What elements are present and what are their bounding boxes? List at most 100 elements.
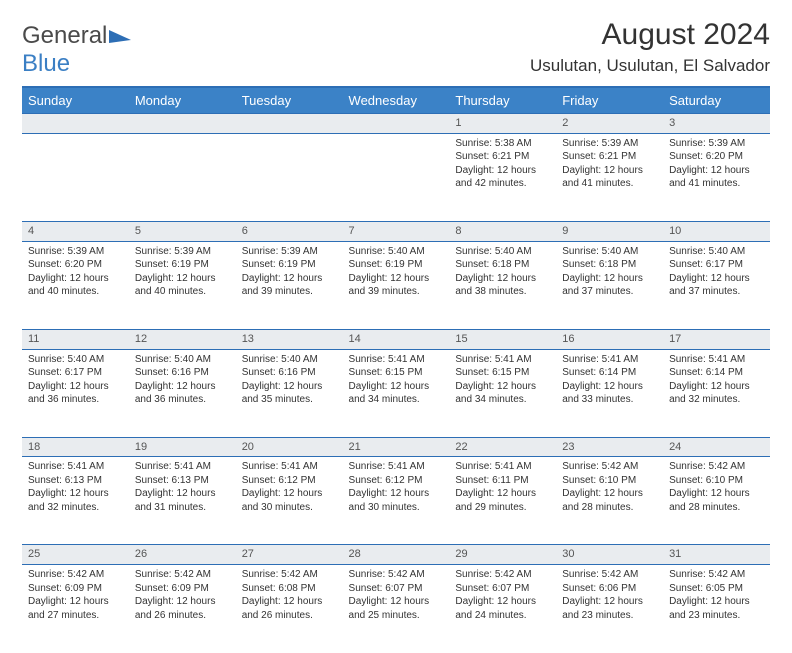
week-3-daynum-row: 18192021222324 [22, 437, 770, 457]
daylight-line: Daylight: 12 hours and 40 minutes. [135, 272, 230, 299]
day-number: 2 [556, 114, 663, 134]
day-cell: Sunrise: 5:40 AMSunset: 6:18 PMDaylight:… [556, 241, 663, 329]
day-number: 7 [343, 221, 450, 241]
day-details: Sunrise: 5:42 AMSunset: 6:07 PMDaylight:… [343, 565, 450, 626]
day-details: Sunrise: 5:39 AMSunset: 6:19 PMDaylight:… [129, 242, 236, 303]
sunset-line: Sunset: 6:19 PM [242, 258, 337, 272]
sunset-line: Sunset: 6:14 PM [562, 366, 657, 380]
sunrise-line: Sunrise: 5:40 AM [242, 353, 337, 367]
sunset-line: Sunset: 6:11 PM [455, 474, 550, 488]
day-details: Sunrise: 5:41 AMSunset: 6:12 PMDaylight:… [343, 457, 450, 518]
sunset-line: Sunset: 6:09 PM [28, 582, 123, 596]
day-number: 24 [663, 437, 770, 457]
sunset-line: Sunset: 6:17 PM [669, 258, 764, 272]
day-number: 27 [236, 545, 343, 565]
sunset-line: Sunset: 6:13 PM [135, 474, 230, 488]
day-cell: Sunrise: 5:40 AMSunset: 6:19 PMDaylight:… [343, 241, 450, 329]
week-1-content-row: Sunrise: 5:39 AMSunset: 6:20 PMDaylight:… [22, 241, 770, 329]
week-0-daynum-row: 123 [22, 114, 770, 134]
sunrise-line: Sunrise: 5:40 AM [28, 353, 123, 367]
day-details: Sunrise: 5:42 AMSunset: 6:09 PMDaylight:… [22, 565, 129, 626]
sunset-line: Sunset: 6:16 PM [135, 366, 230, 380]
day-cell: Sunrise: 5:41 AMSunset: 6:14 PMDaylight:… [556, 349, 663, 437]
weekday-thursday: Thursday [449, 87, 556, 114]
day-number: 31 [663, 545, 770, 565]
day-number: 9 [556, 221, 663, 241]
sunset-line: Sunset: 6:16 PM [242, 366, 337, 380]
sunset-line: Sunset: 6:18 PM [455, 258, 550, 272]
day-number [236, 114, 343, 134]
day-details: Sunrise: 5:41 AMSunset: 6:13 PMDaylight:… [129, 457, 236, 518]
daylight-line: Daylight: 12 hours and 24 minutes. [455, 595, 550, 622]
daylight-line: Daylight: 12 hours and 36 minutes. [28, 380, 123, 407]
day-number: 5 [129, 221, 236, 241]
daylight-line: Daylight: 12 hours and 28 minutes. [562, 487, 657, 514]
sunrise-line: Sunrise: 5:42 AM [455, 568, 550, 582]
weekday-friday: Friday [556, 87, 663, 114]
daylight-line: Daylight: 12 hours and 35 minutes. [242, 380, 337, 407]
day-number: 25 [22, 545, 129, 565]
day-cell: Sunrise: 5:42 AMSunset: 6:08 PMDaylight:… [236, 565, 343, 653]
day-number: 23 [556, 437, 663, 457]
daylight-line: Daylight: 12 hours and 30 minutes. [349, 487, 444, 514]
daylight-line: Daylight: 12 hours and 42 minutes. [455, 164, 550, 191]
day-cell: Sunrise: 5:40 AMSunset: 6:16 PMDaylight:… [236, 349, 343, 437]
sunset-line: Sunset: 6:19 PM [349, 258, 444, 272]
daylight-line: Daylight: 12 hours and 34 minutes. [349, 380, 444, 407]
day-details: Sunrise: 5:42 AMSunset: 6:08 PMDaylight:… [236, 565, 343, 626]
weekday-saturday: Saturday [663, 87, 770, 114]
sunset-line: Sunset: 6:20 PM [669, 150, 764, 164]
day-number: 4 [22, 221, 129, 241]
day-cell: Sunrise: 5:42 AMSunset: 6:07 PMDaylight:… [449, 565, 556, 653]
day-cell: Sunrise: 5:39 AMSunset: 6:21 PMDaylight:… [556, 133, 663, 221]
day-cell [236, 133, 343, 221]
day-details: Sunrise: 5:39 AMSunset: 6:20 PMDaylight:… [22, 242, 129, 303]
day-cell: Sunrise: 5:42 AMSunset: 6:10 PMDaylight:… [556, 457, 663, 545]
weekday-sunday: Sunday [22, 87, 129, 114]
day-cell: Sunrise: 5:38 AMSunset: 6:21 PMDaylight:… [449, 133, 556, 221]
sunrise-line: Sunrise: 5:41 AM [455, 460, 550, 474]
day-cell: Sunrise: 5:41 AMSunset: 6:13 PMDaylight:… [22, 457, 129, 545]
month-title: August 2024 [530, 18, 770, 52]
day-number: 26 [129, 545, 236, 565]
day-number: 18 [22, 437, 129, 457]
week-2-content-row: Sunrise: 5:40 AMSunset: 6:17 PMDaylight:… [22, 349, 770, 437]
day-number: 10 [663, 221, 770, 241]
sunrise-line: Sunrise: 5:42 AM [562, 568, 657, 582]
day-number: 17 [663, 329, 770, 349]
sunset-line: Sunset: 6:14 PM [669, 366, 764, 380]
week-4-daynum-row: 25262728293031 [22, 545, 770, 565]
day-cell: Sunrise: 5:42 AMSunset: 6:05 PMDaylight:… [663, 565, 770, 653]
day-cell [129, 133, 236, 221]
day-cell: Sunrise: 5:40 AMSunset: 6:17 PMDaylight:… [22, 349, 129, 437]
sunrise-line: Sunrise: 5:41 AM [349, 353, 444, 367]
sunrise-line: Sunrise: 5:41 AM [28, 460, 123, 474]
sunset-line: Sunset: 6:21 PM [562, 150, 657, 164]
sunset-line: Sunset: 6:09 PM [135, 582, 230, 596]
day-number: 19 [129, 437, 236, 457]
sunset-line: Sunset: 6:05 PM [669, 582, 764, 596]
day-cell: Sunrise: 5:41 AMSunset: 6:11 PMDaylight:… [449, 457, 556, 545]
sunrise-line: Sunrise: 5:42 AM [242, 568, 337, 582]
day-details: Sunrise: 5:40 AMSunset: 6:17 PMDaylight:… [663, 242, 770, 303]
sunset-line: Sunset: 6:07 PM [349, 582, 444, 596]
day-cell: Sunrise: 5:40 AMSunset: 6:16 PMDaylight:… [129, 349, 236, 437]
sunset-line: Sunset: 6:10 PM [562, 474, 657, 488]
day-details: Sunrise: 5:42 AMSunset: 6:09 PMDaylight:… [129, 565, 236, 626]
daylight-line: Daylight: 12 hours and 32 minutes. [28, 487, 123, 514]
day-cell: Sunrise: 5:39 AMSunset: 6:20 PMDaylight:… [663, 133, 770, 221]
sunset-line: Sunset: 6:20 PM [28, 258, 123, 272]
header: General Blue August 2024 Usulutan, Usulu… [22, 18, 770, 78]
sunrise-line: Sunrise: 5:42 AM [349, 568, 444, 582]
sunrise-line: Sunrise: 5:41 AM [135, 460, 230, 474]
day-cell: Sunrise: 5:39 AMSunset: 6:19 PMDaylight:… [236, 241, 343, 329]
day-number: 11 [22, 329, 129, 349]
daylight-line: Daylight: 12 hours and 39 minutes. [242, 272, 337, 299]
sunrise-line: Sunrise: 5:41 AM [562, 353, 657, 367]
day-cell: Sunrise: 5:41 AMSunset: 6:12 PMDaylight:… [343, 457, 450, 545]
day-cell: Sunrise: 5:41 AMSunset: 6:14 PMDaylight:… [663, 349, 770, 437]
daylight-line: Daylight: 12 hours and 39 minutes. [349, 272, 444, 299]
day-details: Sunrise: 5:41 AMSunset: 6:15 PMDaylight:… [343, 350, 450, 411]
day-cell: Sunrise: 5:42 AMSunset: 6:07 PMDaylight:… [343, 565, 450, 653]
week-2-daynum-row: 11121314151617 [22, 329, 770, 349]
